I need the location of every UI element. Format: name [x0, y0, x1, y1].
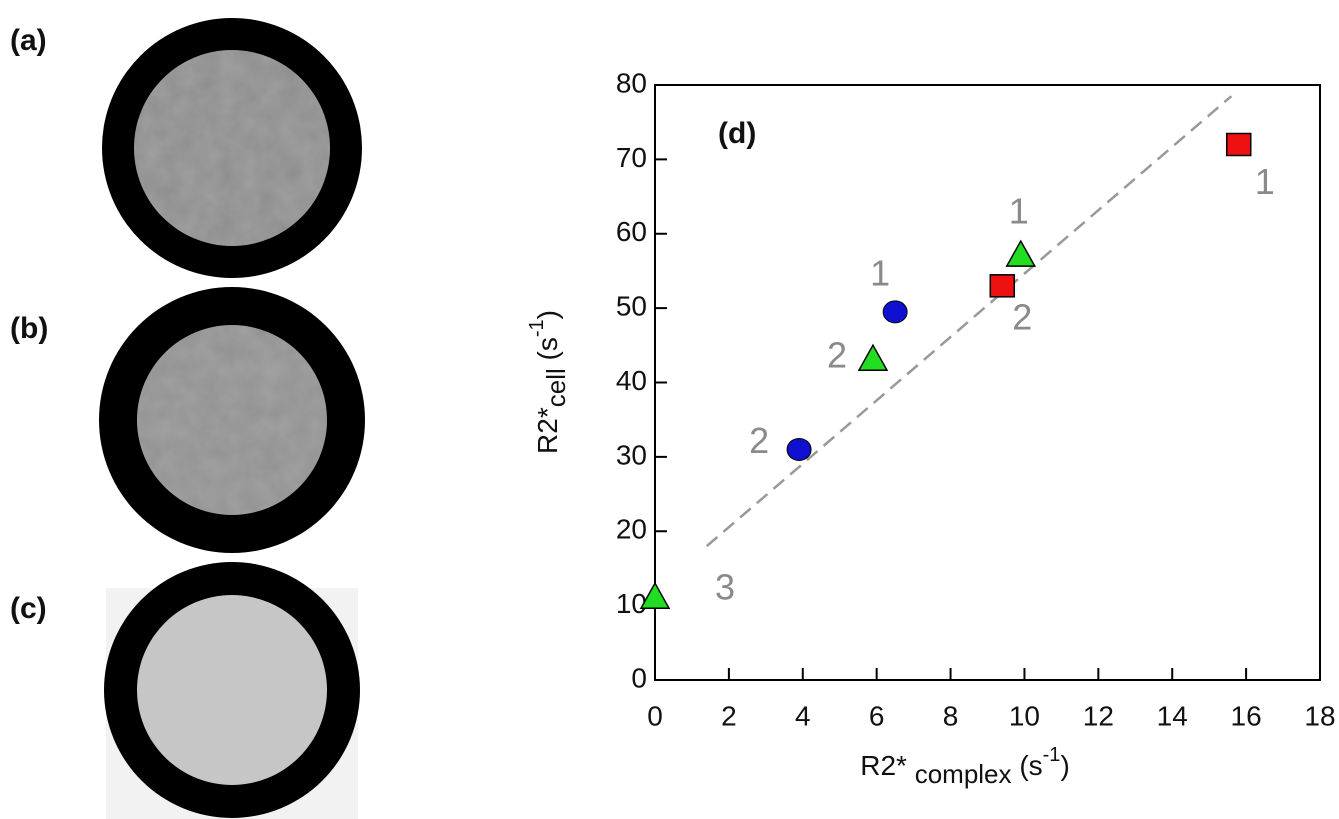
- y-tick-label: 0: [631, 662, 647, 693]
- y-tick-label: 20: [616, 514, 647, 545]
- x-tick-label: 14: [1157, 700, 1188, 731]
- x-tick-label: 2: [721, 700, 737, 731]
- x-tick-label: 0: [647, 700, 663, 731]
- data-point: [989, 274, 1016, 298]
- point-label: 2: [749, 420, 769, 461]
- panel-label: (b): [10, 312, 48, 345]
- point-label: 1: [1009, 191, 1029, 232]
- panel-label: (c): [10, 592, 47, 625]
- x-tick-label: 16: [1231, 700, 1262, 731]
- x-label-part: complex: [915, 759, 1012, 789]
- data-point: [786, 437, 812, 461]
- panel-label: (a): [10, 24, 47, 57]
- point-label: 3: [715, 567, 735, 608]
- y-tick-label: 80: [616, 67, 647, 98]
- y-tick-label: 10: [616, 588, 647, 619]
- y-tick-label: 30: [616, 439, 647, 470]
- y-label-part: (s: [532, 337, 563, 360]
- point-label: 2: [1012, 296, 1032, 337]
- x-axis-label: R2* complex (s-1): [860, 744, 1070, 789]
- y-axis-label: R2*cell (s-1): [526, 310, 571, 454]
- y-tick-label: 70: [616, 142, 647, 173]
- x-label-part: -1: [1043, 744, 1061, 766]
- data-point: [857, 343, 889, 371]
- plot-frame: [654, 84, 1321, 681]
- x-label-part: ): [1060, 750, 1069, 781]
- annotation: (d): [718, 117, 756, 150]
- y-tick-label: 40: [616, 365, 647, 396]
- x-tick-label: 12: [1083, 700, 1114, 731]
- point-label: 1: [870, 252, 890, 293]
- x-tick-label: 6: [869, 700, 885, 731]
- x-tick-label: 8: [943, 700, 959, 731]
- data-point: [1005, 239, 1037, 267]
- y-label-part: cell: [541, 368, 571, 407]
- point-label: 1: [1255, 161, 1275, 202]
- trend-line: [705, 95, 1233, 548]
- x-tick-label: 10: [1009, 700, 1040, 731]
- x-label-part: R2*: [860, 750, 907, 781]
- y-tick-label: 50: [616, 291, 647, 322]
- y-label-part: -1: [526, 319, 548, 337]
- data-point: [639, 581, 671, 609]
- y-tick-label: 60: [616, 216, 647, 247]
- data-point: [882, 300, 908, 324]
- y-label-part: ): [532, 310, 563, 319]
- y-label-part: R2*: [532, 407, 563, 454]
- tube-image: [137, 595, 327, 785]
- tube-texture: [134, 50, 330, 246]
- x-label-part: (s: [1019, 750, 1042, 781]
- data-point: [1225, 132, 1252, 157]
- tube-texture: [137, 325, 327, 515]
- point-label: 2: [827, 335, 847, 376]
- x-tick-label: 18: [1304, 700, 1335, 731]
- x-tick-label: 4: [795, 700, 811, 731]
